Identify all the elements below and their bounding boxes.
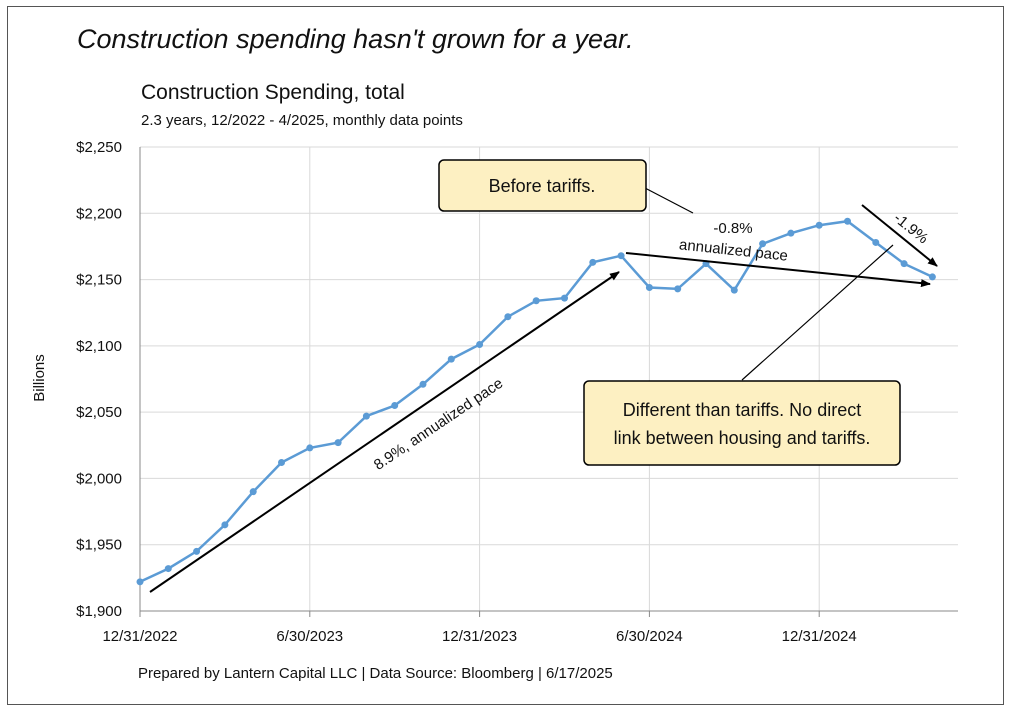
x-tick-label: 12/31/2024 [782, 628, 857, 645]
y-tick-label: $1,900 [76, 603, 122, 620]
data-point [334, 439, 342, 447]
data-point [193, 547, 201, 555]
y-tick-label: $2,100 [76, 338, 122, 355]
data-point [787, 229, 795, 237]
data-point [391, 402, 399, 410]
x-tick-labels: 12/31/2022 6/30/2023 12/31/2023 6/30/2024 12… [102, 628, 856, 645]
trend-arrow-flat [625, 252, 931, 288]
axes [139, 147, 958, 617]
y-tick-label: $1,950 [76, 537, 122, 554]
x-tick-label: 6/30/2023 [276, 628, 343, 645]
callout-housing-leader [741, 244, 894, 381]
trend-flat-value: -0.8% [713, 220, 752, 237]
data-point [759, 240, 767, 248]
data-point [136, 578, 144, 586]
y-tick-label: $2,000 [76, 470, 122, 487]
data-point [362, 412, 370, 420]
data-point [249, 488, 257, 496]
callout-housing-text-line1: Different than tariffs. No direct [623, 400, 861, 420]
data-point [617, 252, 625, 260]
data-point [476, 341, 484, 349]
data-point [504, 313, 512, 321]
trend-recent-label: -1.9% [890, 210, 931, 248]
data-points [136, 217, 936, 586]
data-point [532, 297, 540, 305]
data-point [447, 355, 455, 363]
data-point [164, 565, 172, 573]
data-point [419, 380, 427, 388]
y-axis-label: Billions [31, 354, 48, 402]
callout-housing-text-line2: link between housing and tariffs. [614, 428, 871, 448]
data-point [730, 286, 738, 294]
y-tick-label: $2,250 [76, 139, 122, 156]
x-tick-label: 12/31/2023 [442, 628, 517, 645]
data-point [872, 238, 880, 246]
chart-subtitle: 2.3 years, 12/2022 - 4/2025, monthly dat… [141, 112, 463, 129]
trend-arrow-recent [861, 204, 938, 267]
data-point [815, 221, 823, 229]
data-point [674, 285, 682, 293]
trend-growth-label: 8.9%, annualized pace [371, 375, 506, 474]
y-tick-label: $2,150 [76, 272, 122, 289]
data-point [844, 217, 851, 225]
callout-housing-box [583, 380, 901, 466]
x-tick-label: 6/30/2024 [616, 628, 683, 645]
chart-frame [7, 6, 1004, 705]
callout-before-tariffs-leader [644, 187, 694, 214]
data-point [645, 284, 653, 292]
y-tick-label: $2,050 [76, 404, 122, 421]
chart-title: Construction Spending, total [141, 81, 405, 104]
y-tick-label: $2,200 [76, 205, 122, 222]
y-tick-labels: $1,900 $1,950 $2,000 $2,050 $2,100 $2,150 $2,2… [76, 139, 122, 620]
gridlines [140, 146, 958, 611]
footer-source: Prepared by Lantern Capital LLC | Data S… [138, 665, 613, 682]
data-point [900, 260, 908, 268]
x-tick-label: 12/31/2022 [102, 628, 177, 645]
data-point [278, 459, 285, 467]
data-point [561, 294, 568, 302]
callout-before-tariffs-text: Before tariffs. [489, 176, 596, 196]
callout-before-tariffs-box [438, 159, 647, 212]
trend-arrow-growth [149, 271, 620, 593]
data-point [221, 521, 229, 529]
data-point [928, 273, 936, 281]
data-point [306, 444, 314, 452]
headline: Construction spending hasn't grown for a… [77, 24, 634, 54]
data-point [589, 258, 597, 266]
